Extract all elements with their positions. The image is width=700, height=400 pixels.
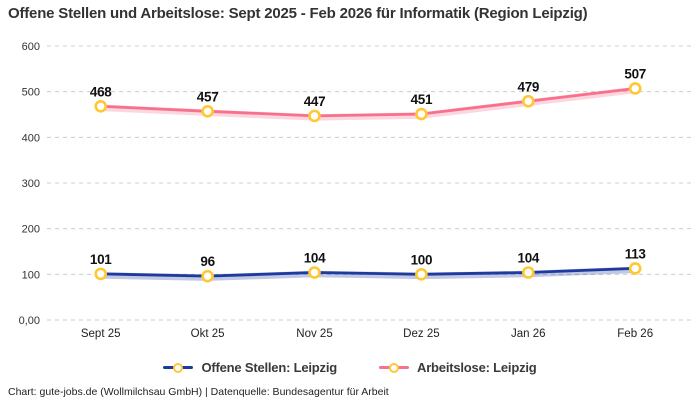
data-point-marker-arbeitslose-leipzig[interactable] [415,107,428,121]
y-axis-tick-label: 100 [22,269,40,281]
y-axis-tick-label: 500 [22,87,40,99]
legend-swatch-arbeitslose [379,362,409,373]
data-point-label: 104 [304,251,326,266]
data-point-label: 457 [197,89,219,104]
data-point-marker-arbeitslose-leipzig[interactable] [308,109,321,123]
x-axis-tick-label: Jan 26 [511,328,546,340]
x-axis-tick-label: Nov 25 [296,328,332,340]
attribution-footer: Chart: gute-jobs.de (Wollmilchsau GmbH) … [8,386,389,398]
data-point-marker-offene-stellen-leipzig[interactable] [308,266,321,279]
y-axis-tick-label: 400 [22,132,40,144]
y-axis-tick-label: 300 [22,178,40,190]
legend-swatch-offene-stellen [163,362,194,373]
chart-legend: Offene Stellen: Leipzig Arbeitslose: Lei… [0,360,700,375]
data-point-label: 479 [517,79,539,94]
line-chart-plot-area: 0,00 100 200 300 400 500 600 Sept 25 Okt 25 Nov 2… [19,41,692,340]
data-point-marker-offene-stellen-leipzig[interactable] [628,262,642,275]
data-point-label: 468 [90,84,112,99]
legend-label-offene-stellen: Offene Stellen: Leipzig [201,360,337,375]
series-line-offene-stellen-leipzig [99,266,637,278]
legend-label-arbeitslose: Arbeitslose: Leipzig [417,360,537,375]
x-axis-tick-label: Okt 25 [191,328,225,340]
data-point-marker-arbeitslose-leipzig[interactable] [94,99,107,113]
data-point-label: 507 [624,66,646,81]
data-point-label: 451 [411,92,433,107]
data-point-marker-arbeitslose-leipzig[interactable] [628,82,642,95]
data-point-label: 101 [90,252,112,267]
data-point-label: 104 [517,251,539,266]
series-line-halo-offene-stellen-leipzig [97,266,639,281]
y-axis-tick-label: 0,00 [19,315,40,327]
chart-title: Offene Stellen und Arbeitslose: Sept 202… [8,5,588,22]
data-point-label: 447 [304,94,326,109]
data-point-marker-offene-stellen-leipzig[interactable] [94,267,107,281]
x-axis-tick-label: Dez 25 [403,328,439,340]
y-axis-tick-label: 600 [22,41,40,53]
data-point-marker-offene-stellen-leipzig[interactable] [201,269,214,283]
data-point-label: 100 [411,252,433,267]
data-point-marker-offene-stellen-leipzig[interactable] [521,266,535,279]
data-point-marker-offene-stellen-leipzig[interactable] [415,268,428,281]
data-point-label: 96 [200,254,215,269]
data-point-marker-arbeitslose-leipzig[interactable] [201,105,214,118]
legend-item-arbeitslose[interactable]: Arbeitslose: Leipzig [379,360,537,375]
legend-marker-icon [173,362,184,373]
legend-marker-icon [389,362,399,373]
legend-item-offene-stellen[interactable]: Offene Stellen: Leipzig [163,360,337,375]
y-axis-tick-label: 200 [22,224,40,236]
x-axis-tick-label: Feb 26 [617,328,653,340]
series-line-halo-arbeitslose-leipzig [97,86,639,121]
x-axis-tick-label: Sept 25 [81,328,121,340]
series-line-arbeitslose-leipzig [99,87,637,118]
data-point-marker-arbeitslose-leipzig[interactable] [521,94,535,108]
data-point-label: 113 [625,246,647,261]
